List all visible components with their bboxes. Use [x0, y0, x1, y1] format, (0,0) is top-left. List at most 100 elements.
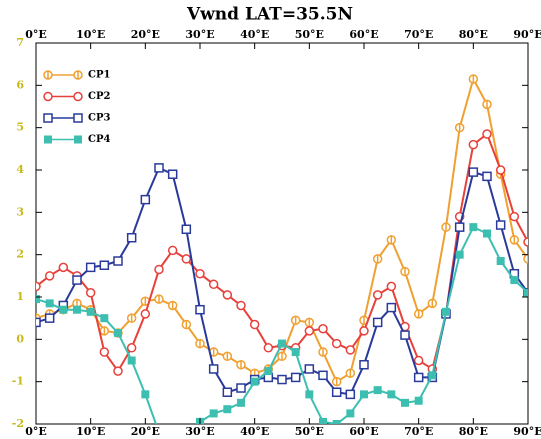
y-tick-label: -2: [12, 417, 24, 430]
marker: [331, 376, 342, 387]
marker: [181, 319, 192, 330]
marker: [413, 309, 424, 319]
x-tick-label-top: 0°E: [25, 28, 47, 41]
marker: [454, 222, 465, 232]
marker: [195, 268, 205, 279]
marker: [250, 377, 259, 386]
marker: [72, 275, 82, 285]
legend-marker: [73, 91, 83, 102]
marker: [167, 300, 178, 311]
marker: [99, 326, 110, 336]
x-tick-label: 0°E: [25, 425, 47, 438]
x-tick-label-top: 30°E: [185, 28, 214, 41]
marker: [414, 396, 423, 405]
marker: [277, 374, 287, 385]
marker: [318, 370, 328, 381]
marker: [127, 356, 136, 365]
marker: [304, 364, 315, 374]
marker: [249, 319, 260, 330]
marker: [126, 343, 137, 353]
marker: [100, 314, 109, 323]
marker: [126, 313, 137, 323]
marker: [319, 417, 327, 424]
x-tick-label: 20°E: [131, 425, 160, 438]
marker: [331, 338, 342, 349]
marker: [509, 211, 520, 222]
y-tick-label: 7: [16, 36, 24, 49]
legend-marker: [73, 70, 83, 80]
marker: [524, 288, 528, 297]
marker: [442, 307, 450, 316]
marker: [387, 390, 396, 399]
marker: [113, 256, 123, 266]
x-tick-label-top: 70°E: [404, 28, 433, 41]
marker: [36, 281, 41, 292]
marker: [140, 194, 151, 205]
marker: [400, 330, 410, 340]
marker: [154, 264, 164, 275]
marker: [413, 372, 424, 383]
marker: [114, 328, 122, 337]
marker: [401, 398, 409, 407]
marker: [36, 295, 40, 304]
legend-label: CP4: [88, 134, 110, 145]
marker: [346, 409, 355, 418]
marker: [73, 305, 81, 314]
legend-marker: [44, 135, 52, 144]
x-tick-label: 90°E: [513, 425, 541, 438]
marker: [483, 229, 491, 238]
plot-area: [36, 74, 528, 424]
marker: [454, 122, 465, 133]
x-tick-label: 60°E: [349, 425, 378, 438]
marker: [291, 348, 300, 357]
marker: [372, 290, 383, 300]
legend-marker: [43, 70, 53, 80]
marker: [468, 74, 479, 84]
x-tick-label-top: 10°E: [76, 28, 105, 41]
marker: [372, 254, 383, 264]
x-tick-label: 50°E: [295, 425, 324, 438]
marker: [360, 390, 368, 399]
x-tick-label: 40°E: [240, 425, 269, 438]
marker: [386, 302, 397, 313]
marker: [290, 372, 301, 383]
y-tick-label: 4: [16, 163, 24, 176]
marker: [263, 343, 274, 353]
marker: [386, 281, 397, 292]
x-tick-label: 70°E: [404, 425, 433, 438]
marker: [264, 367, 273, 376]
marker: [209, 409, 218, 418]
marker: [523, 254, 528, 264]
marker: [509, 235, 520, 245]
x-tick-label-top: 40°E: [240, 28, 269, 41]
marker: [290, 315, 301, 326]
marker: [523, 237, 528, 247]
marker: [58, 262, 69, 273]
marker: [304, 317, 315, 328]
plot-frame: [35, 42, 529, 425]
marker: [345, 389, 356, 400]
marker: [222, 351, 233, 362]
marker: [141, 390, 150, 399]
marker: [36, 317, 41, 328]
marker: [373, 386, 382, 395]
marker: [140, 309, 151, 319]
marker: [455, 250, 464, 259]
marker: [236, 359, 246, 370]
marker: [345, 345, 356, 355]
marker: [113, 366, 123, 376]
y-tick-label: 2: [16, 248, 24, 261]
marker: [85, 262, 96, 273]
y-tick-label: 0: [16, 332, 24, 345]
marker: [86, 307, 95, 316]
marker: [237, 398, 245, 407]
x-tick-label: 80°E: [459, 425, 488, 438]
marker: [85, 288, 96, 298]
marker: [468, 167, 479, 177]
marker: [495, 220, 506, 230]
legend-marker: [43, 91, 53, 102]
x-tick-label-top: 20°E: [131, 28, 160, 41]
marker: [482, 171, 492, 182]
marker: [126, 232, 137, 243]
